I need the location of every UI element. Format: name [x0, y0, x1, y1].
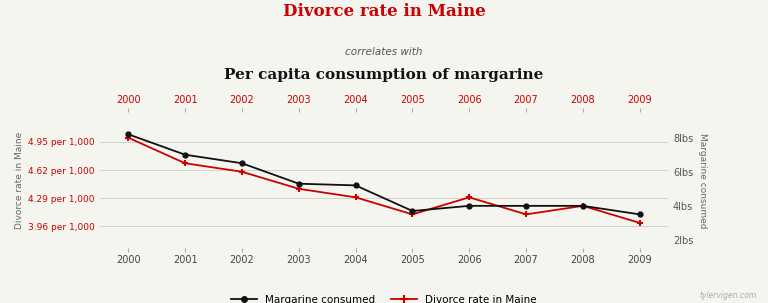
Text: Per capita consumption of margarine: Per capita consumption of margarine — [224, 68, 544, 82]
Legend: Margarine consumed, Divorce rate in Maine: Margarine consumed, Divorce rate in Main… — [227, 290, 541, 303]
Y-axis label: Divorce rate in Maine: Divorce rate in Maine — [15, 132, 24, 229]
Y-axis label: Margarine consumed: Margarine consumed — [698, 132, 707, 228]
Text: tylervigen.com: tylervigen.com — [699, 291, 756, 300]
Text: Divorce rate in Maine: Divorce rate in Maine — [283, 3, 485, 20]
Text: correlates with: correlates with — [346, 47, 422, 57]
